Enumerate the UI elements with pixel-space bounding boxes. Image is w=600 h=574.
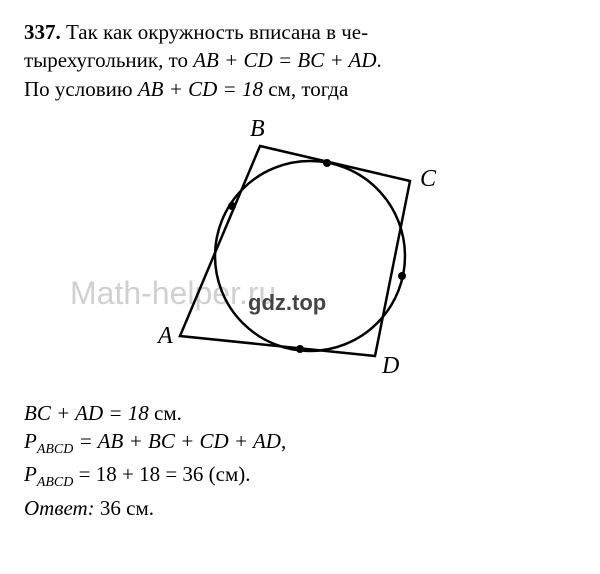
solution-line1: BC + AD = 18 см. [24,399,576,427]
label-d: D [381,353,399,379]
label-b: B [250,116,265,142]
text-line2a: тырехугольник, то [24,48,193,72]
text-line1: Так как окружность вписана в че- [66,20,368,44]
answer-value: 36 см. [95,496,154,520]
solution-block: BC + AD = 18 см. PABCD = AB + BC + CD + … [24,399,576,522]
label-c: C [420,166,437,192]
sol-unit1: см. [149,401,182,425]
equation1: AB + CD = BC + AD [193,48,376,72]
text-line3b: см, тогда [263,77,348,101]
tangent-point-ad [296,345,304,353]
sol-sub2: ABCD [37,443,74,458]
answer-label: Ответ: [24,496,95,520]
tangent-point-bc [323,159,331,167]
answer-line: Ответ: 36 см. [24,494,576,522]
sol-p2: P [24,429,37,453]
sol-sub3: ABCD [37,476,74,491]
diagram-svg: A B C D [130,111,470,391]
equation2: AB + CD = 18 [138,77,263,101]
sol-end2: , [281,429,286,453]
problem-statement: 337. Так как окружность вписана в че- ты… [24,18,576,103]
tangent-point-ab [228,202,236,210]
problem-number: 337. [24,20,61,44]
geometry-diagram: A B C D [24,111,576,391]
sol-eq1: BC + AD = 18 [24,401,149,425]
sol-eq3: = 18 + 18 = 36 (см). [73,462,250,486]
text-line2-end: . [377,48,382,72]
watermark-center: gdz.top [248,290,326,316]
solution-line2: PABCD = AB + BC + CD + AD, [24,427,576,460]
label-a: A [156,323,173,349]
inscribed-circle [215,161,405,351]
sol-eq2: = AB + BC + CD + AD [73,429,281,453]
text-line3a: По условию [24,77,138,101]
sol-p3: P [24,462,37,486]
tangent-point-cd [398,272,406,280]
solution-line3: PABCD = 18 + 18 = 36 (см). [24,460,576,493]
